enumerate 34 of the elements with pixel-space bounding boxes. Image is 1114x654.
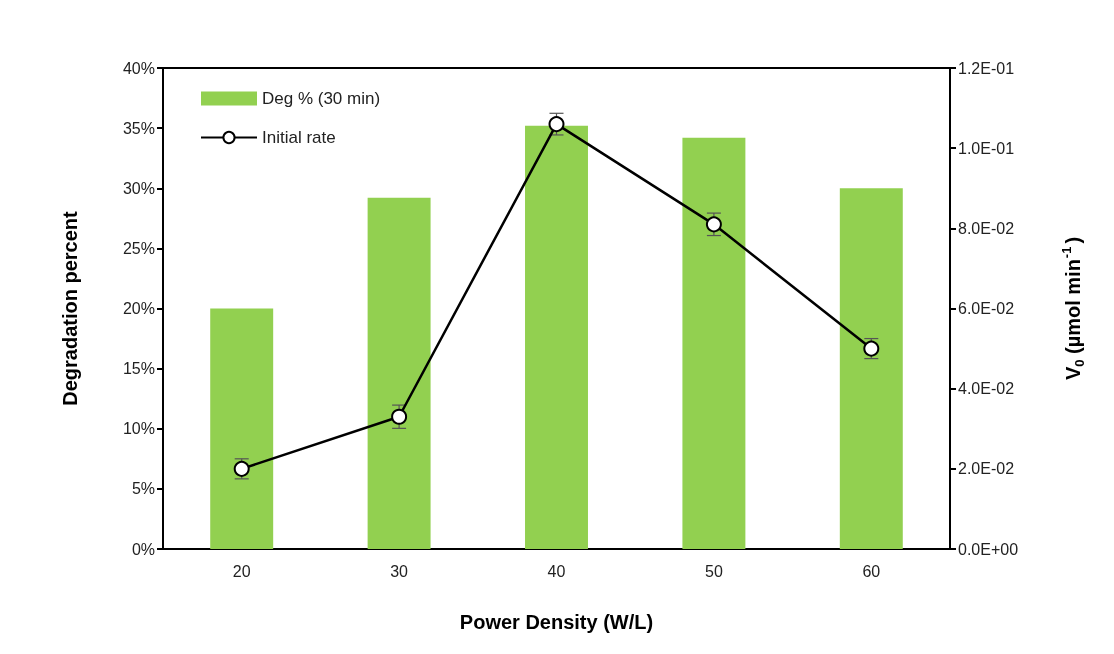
y2-tick-label: 8.0E-02 <box>958 219 1015 237</box>
y-tick-label: 0% <box>131 540 155 558</box>
y2-tick-label: 4.0E-02 <box>958 380 1015 398</box>
y2-tick-label: 0.0E+00 <box>958 540 1019 558</box>
y-tick-label: 5% <box>131 480 155 498</box>
x-tick-label: 30 <box>390 562 409 580</box>
y-tick-label: 35% <box>122 119 155 137</box>
point <box>391 408 408 425</box>
y-tick-label: 15% <box>122 360 155 378</box>
x-tick-label: 50 <box>705 562 723 580</box>
y-tick-label: 25% <box>122 239 155 257</box>
y-tick-label: 40% <box>122 59 155 77</box>
y2-tick-label: 2.0E-02 <box>958 460 1015 478</box>
y2-axis-title: V0 (µmol min-1) <box>1059 236 1087 381</box>
y-tick-label: 10% <box>122 420 155 438</box>
point <box>548 116 565 133</box>
y2-tick-label: 6.0E-02 <box>958 300 1015 317</box>
y2-tick-label: 1.2E-01 <box>958 59 1015 77</box>
y-tick-label: 30% <box>122 179 155 197</box>
y-tick-label: 20% <box>122 300 155 317</box>
bar <box>210 308 274 549</box>
bar <box>682 137 746 549</box>
y-axis-title: Degradation percent <box>59 210 81 406</box>
bar <box>525 125 588 549</box>
legend-label: Deg % (30 min) <box>262 89 381 108</box>
legend-label: Initial rate <box>262 128 336 147</box>
x-tick-label: 20 <box>232 562 251 580</box>
y2-tick-label: 1.0E-01 <box>958 139 1015 157</box>
x-tick-label: 40 <box>547 562 566 580</box>
x-axis-title: Power Density (W/L) <box>459 611 654 633</box>
x-tick-label: 60 <box>862 562 881 580</box>
point <box>705 216 722 233</box>
bar <box>367 197 431 549</box>
bar <box>839 188 903 549</box>
